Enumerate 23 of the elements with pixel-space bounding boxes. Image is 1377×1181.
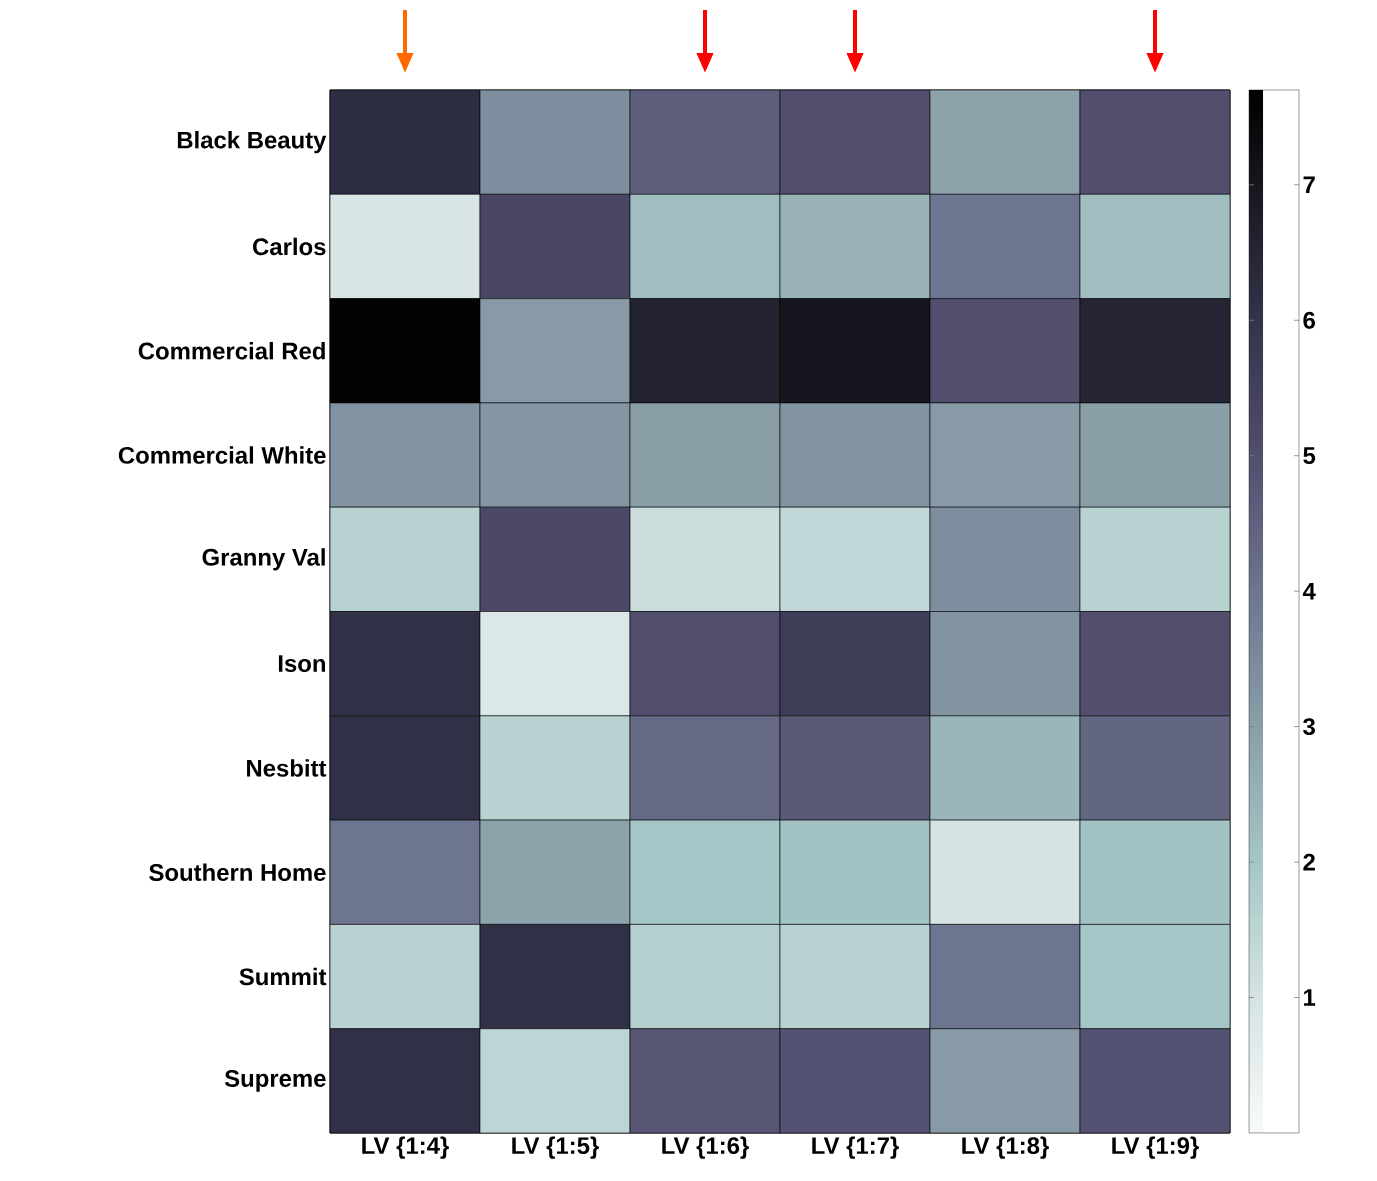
color-bar-label: 6	[1303, 311, 1315, 329]
x-tick-label: LV {1:6}	[662, 1136, 749, 1159]
y-tick-label: Carlos	[253, 237, 326, 256]
y-tick-label: Summit	[239, 967, 327, 986]
y-tick-label: Commercial Red	[138, 341, 325, 360]
y-tick-label: Southern Home	[149, 863, 326, 882]
color-bar-label: 2	[1303, 853, 1315, 871]
color-bar-label: 3	[1303, 718, 1315, 736]
y-tick-label: Granny Val	[202, 548, 325, 571]
color-bar-label: 5	[1303, 447, 1316, 465]
x-tick-label: LV {1:9}	[1112, 1136, 1199, 1159]
y-tick-label: Ison	[278, 655, 325, 672]
x-tick-label: LV {1:8}	[962, 1136, 1049, 1159]
color-bar-label: 4	[1302, 582, 1316, 600]
x-tick-label: LV {1:7}	[812, 1136, 899, 1159]
y-tick-label: Commercial White	[118, 446, 326, 464]
color-bar-label: 7	[1303, 176, 1315, 194]
y-tick-label: Supreme	[224, 1070, 326, 1092]
y-tick-label: Black Beauty	[177, 131, 327, 154]
x-tick-label: LV {1:4}	[362, 1136, 449, 1159]
x-tick-label: LV {1:5}	[512, 1136, 599, 1159]
y-tick-label: Nesbitt	[247, 759, 327, 777]
color-bar-label: 1	[1304, 989, 1316, 1006]
